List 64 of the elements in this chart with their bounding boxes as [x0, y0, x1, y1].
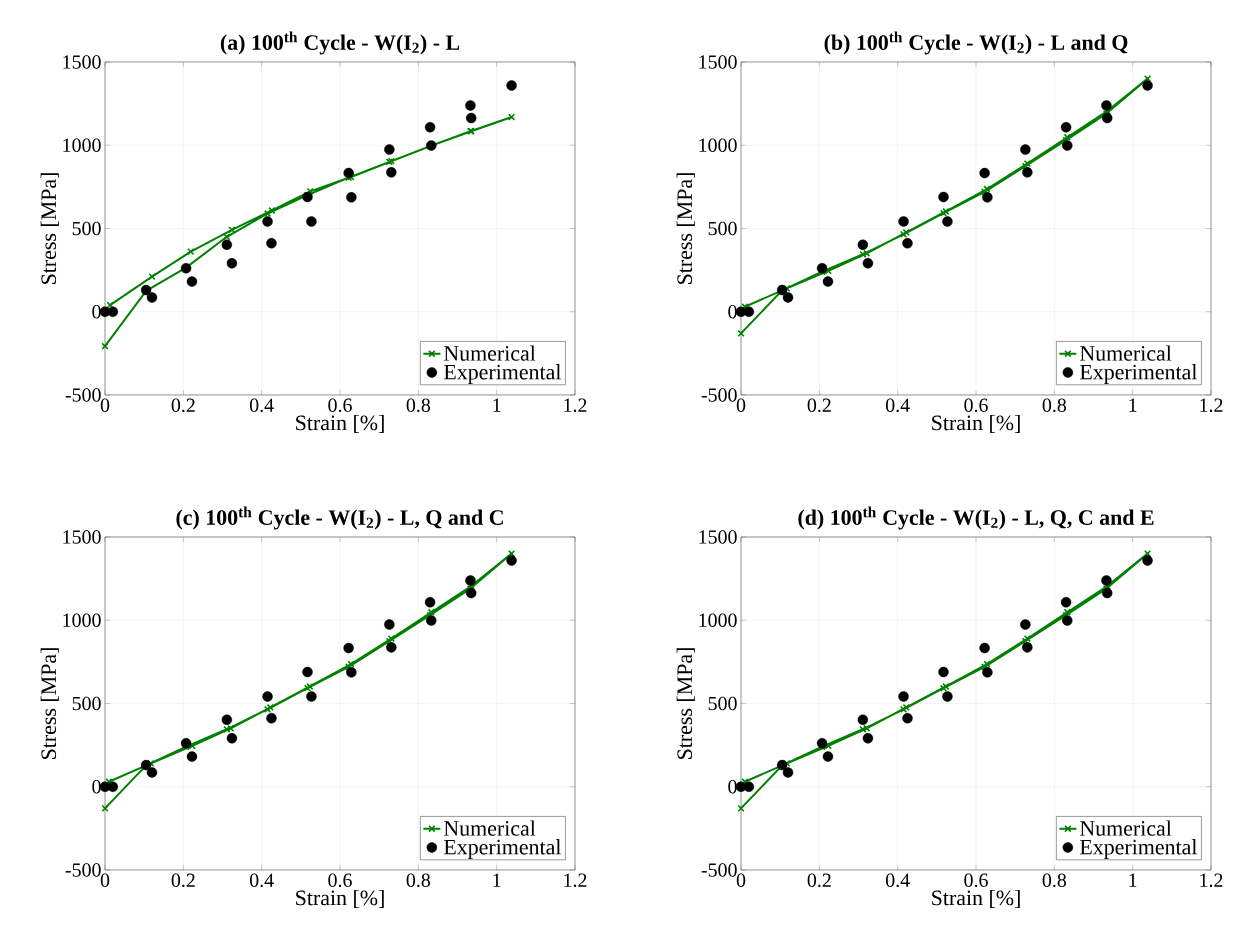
x-tick-label: 1: [493, 873, 501, 887]
y-axis-title: Stress [MPa]: [676, 173, 695, 284]
chart-title: (a) 100$^{th}$ Cycle - W(I$_{2}$) - L: [220, 31, 460, 55]
y-tick-label: 1500: [63, 55, 101, 69]
x-tick-label: 0.2: [807, 398, 831, 413]
y-tick-label: -500: [65, 863, 101, 877]
x-tick-label: 1: [493, 398, 501, 412]
y-tick-label: 1000: [63, 138, 101, 152]
x-tick-label: 0.2: [171, 398, 195, 413]
x-tick-label: 0.8: [1042, 398, 1067, 413]
x-tick-label: 0.6: [964, 873, 988, 888]
y-axis-title: Stress [MPa]: [40, 173, 59, 284]
chart-title: (d) 100$^{th}$ Cycle - W(I$_{2}$) - L, Q, C and E: [798, 506, 1154, 530]
x-axis-title: Strain [%]: [932, 414, 1020, 434]
x-tick-label: 0.8: [1042, 873, 1067, 888]
legend-label: Experimental: [443, 839, 562, 859]
y-tick-label: 500: [708, 696, 737, 711]
legend-label: Experimental: [1079, 839, 1198, 859]
y-tick-label: 500: [72, 221, 101, 236]
y-axis-title: Stress [MPa]: [40, 648, 59, 759]
y-tick-label: -500: [701, 863, 737, 877]
y-tick-label: 500: [708, 221, 737, 236]
legend-label: Experimental: [443, 364, 562, 384]
y-tick-label: 1000: [699, 613, 737, 627]
chart-title: (c) 100$^{th}$ Cycle - W(I$_{2}$) - L, Q and C: [176, 506, 503, 530]
x-tick-label: 1: [1129, 398, 1137, 412]
x-axis-title: Strain [%]: [296, 889, 384, 909]
legend-label: Experimental: [1079, 364, 1198, 384]
legend-label: Numerical: [1079, 345, 1172, 361]
x-tick-label: 0.4: [885, 873, 910, 888]
y-tick-label: 0: [728, 305, 737, 319]
y-tick-label: -500: [701, 388, 737, 402]
x-axis-title: Strain [%]: [296, 414, 384, 434]
x-tick-label: 1.2: [1200, 873, 1223, 887]
y-tick-label: 1000: [63, 613, 101, 627]
x-tick-label: 0.4: [885, 398, 910, 413]
x-tick-label: 0.2: [171, 873, 195, 888]
x-tick-label: 1.2: [564, 398, 587, 412]
legend-label: Numerical: [443, 345, 536, 361]
y-tick-label: 500: [72, 696, 101, 711]
y-tick-label: 0: [728, 780, 737, 794]
y-tick-label: 0: [92, 305, 101, 319]
x-tick-label: 1.2: [1200, 398, 1223, 412]
x-tick-label: 0.6: [328, 873, 352, 888]
x-tick-label: 1.2: [564, 873, 587, 887]
y-tick-label: 0: [92, 780, 101, 794]
legend-label: Numerical: [443, 820, 536, 836]
x-tick-label: 0.8: [406, 398, 431, 413]
x-axis-title: Strain [%]: [932, 889, 1020, 909]
x-tick-label: 0.4: [249, 398, 274, 413]
y-tick-label: 1500: [63, 530, 101, 544]
y-tick-label: -500: [65, 388, 101, 402]
x-tick-label: 0.8: [406, 873, 431, 888]
chart-title: (b) 100$^{th}$ Cycle - W(I$_{2}$) - L and Q: [824, 31, 1128, 55]
x-tick-label: 0.2: [807, 873, 831, 888]
y-tick-label: 1500: [699, 530, 737, 544]
x-tick-label: 0.6: [328, 398, 352, 413]
y-axis-title: Stress [MPa]: [676, 648, 695, 759]
x-tick-label: 1: [1129, 873, 1137, 887]
y-tick-label: 1000: [699, 138, 737, 152]
y-tick-label: 1500: [699, 55, 737, 69]
legend-label: Numerical: [1079, 820, 1172, 836]
x-tick-label: 0.4: [249, 873, 274, 888]
x-tick-label: 0.6: [964, 398, 988, 413]
